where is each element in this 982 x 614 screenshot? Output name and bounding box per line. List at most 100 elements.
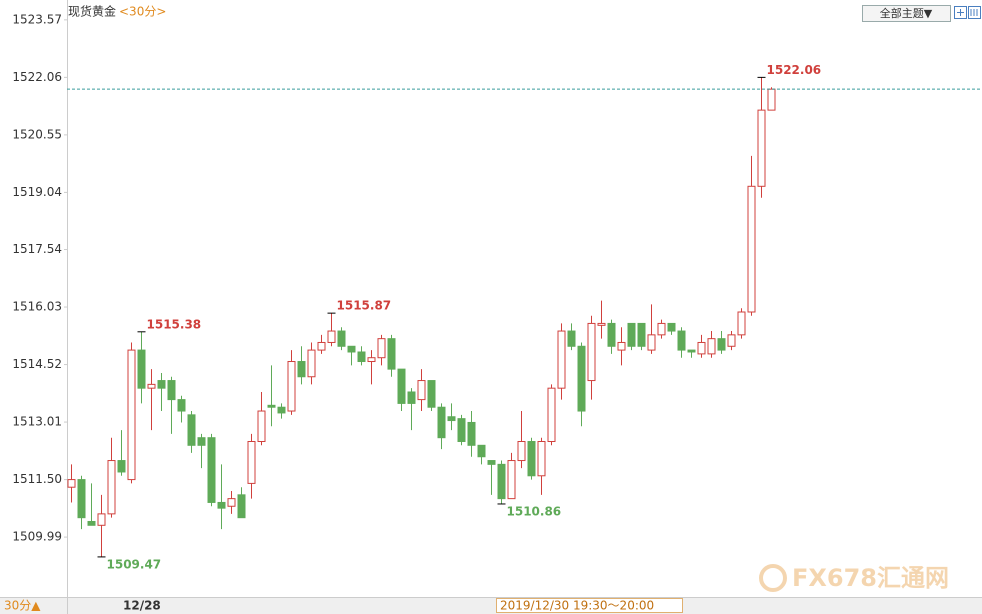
candle-body <box>247 441 256 484</box>
y-tick-label: 1516.03 <box>12 300 62 314</box>
candle-body <box>427 380 436 408</box>
candle-body <box>717 338 726 351</box>
chart-subtitle: <30分> <box>119 5 166 19</box>
candle-body <box>647 334 656 351</box>
candle-body <box>157 380 166 389</box>
candle-body <box>587 322 596 382</box>
candle-body <box>297 361 306 378</box>
layout-icon-glyph <box>970 9 978 16</box>
y-tick-label: 1513.01 <box>12 415 62 429</box>
candle-body <box>747 185 756 313</box>
candle-body <box>277 406 286 414</box>
candle-body <box>697 341 706 355</box>
candle-body <box>537 441 546 477</box>
candle-body <box>107 460 116 515</box>
theme-button-label[interactable]: 全部主题▼ <box>880 6 933 20</box>
candle-body <box>327 330 336 343</box>
candle-body <box>217 501 226 509</box>
y-tick-label: 1523.57 <box>12 12 62 26</box>
candle-body <box>577 345 586 412</box>
candle-body <box>467 421 476 446</box>
extreme-label: 1515.87 <box>337 299 392 313</box>
zoom-icon-glyph <box>957 9 964 16</box>
candle-body <box>727 334 736 347</box>
candle-body <box>687 349 696 353</box>
candle-body <box>387 338 396 370</box>
candle-body <box>97 513 106 526</box>
candle-body <box>597 322 606 326</box>
time-label: 2019/12/30 19:30～20:00 <box>500 599 654 613</box>
candle-body <box>207 437 216 503</box>
theme-button[interactable] <box>862 5 951 22</box>
chart-title: 现货黄金 <box>68 4 116 19</box>
candle-body <box>667 322 676 332</box>
period-selector[interactable]: 30分▲ <box>4 599 41 613</box>
time-box <box>496 598 683 613</box>
y-tick-label: 1519.04 <box>12 185 62 199</box>
candle-body <box>377 338 386 359</box>
watermark: FX678汇通网 <box>759 564 949 592</box>
candle-body <box>257 410 266 443</box>
candle-body <box>437 406 446 439</box>
y-tick-label: 1522.06 <box>12 70 62 84</box>
candle-body <box>187 414 196 446</box>
candle-body <box>237 494 246 519</box>
candle-body <box>627 322 636 347</box>
candle-body <box>167 380 176 401</box>
candle-body <box>197 437 206 446</box>
candle-body <box>287 361 296 412</box>
candle-body <box>117 460 126 473</box>
candle-body <box>657 322 666 336</box>
extreme-label: 1515.38 <box>147 317 202 331</box>
candle-body <box>67 479 76 488</box>
candle-body <box>317 341 326 351</box>
candle-body <box>607 322 616 347</box>
candle-body <box>547 387 556 443</box>
candle-body <box>397 368 406 404</box>
candle-body <box>677 330 686 351</box>
candle-body <box>487 460 496 465</box>
y-tick-label: 1517.54 <box>12 242 62 256</box>
candle-body <box>137 349 146 389</box>
candle-body <box>337 330 346 347</box>
candle-body <box>77 479 86 519</box>
candle-body <box>127 349 136 481</box>
candle-body <box>737 311 746 336</box>
candle-body <box>147 383 156 389</box>
candle-body <box>637 322 646 347</box>
y-tick-label: 1511.50 <box>12 472 62 486</box>
extreme-label: 1522.06 <box>767 63 822 77</box>
candle-body <box>87 520 96 526</box>
candle-body <box>357 351 366 363</box>
footer-bar <box>0 597 982 614</box>
candle-body <box>767 88 776 111</box>
candle-body <box>617 341 626 351</box>
candle-body <box>177 399 186 412</box>
candle-body <box>527 441 536 477</box>
candle-body <box>707 338 716 355</box>
x-tick-label: 12/28 <box>123 599 161 613</box>
y-tick-label: 1520.55 <box>12 127 62 141</box>
candle-body <box>307 349 316 378</box>
y-tick-label: 1514.52 <box>12 357 62 371</box>
candle-body <box>497 463 506 500</box>
candle-body <box>757 109 766 187</box>
candle-body <box>347 345 356 353</box>
candle-body <box>367 357 376 363</box>
candle-body <box>447 416 456 422</box>
candle-body <box>407 391 416 404</box>
candle-body <box>507 460 516 500</box>
candle-body <box>567 330 576 347</box>
candle-body <box>517 441 526 462</box>
watermark-logo <box>759 564 787 592</box>
extreme-label: 1509.47 <box>107 557 162 571</box>
extreme-label: 1510.86 <box>507 504 562 518</box>
candle-body <box>557 330 566 389</box>
candle-body <box>417 380 426 401</box>
watermark-text: FX678汇通网 <box>792 564 949 592</box>
candle-body <box>267 404 276 408</box>
candle-body <box>227 498 236 507</box>
y-tick-label: 1509.99 <box>12 530 62 544</box>
